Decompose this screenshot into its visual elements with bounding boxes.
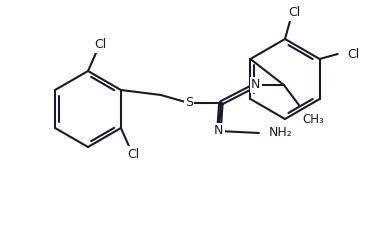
Text: Cl: Cl <box>127 148 139 160</box>
Text: CH₃: CH₃ <box>302 113 324 126</box>
Text: NH₂: NH₂ <box>269 126 293 140</box>
Text: Cl: Cl <box>348 47 360 61</box>
Text: Cl: Cl <box>288 7 300 20</box>
Text: Cl: Cl <box>94 39 106 52</box>
Text: S: S <box>185 96 193 109</box>
Text: N: N <box>251 79 261 91</box>
Text: N: N <box>214 124 224 138</box>
